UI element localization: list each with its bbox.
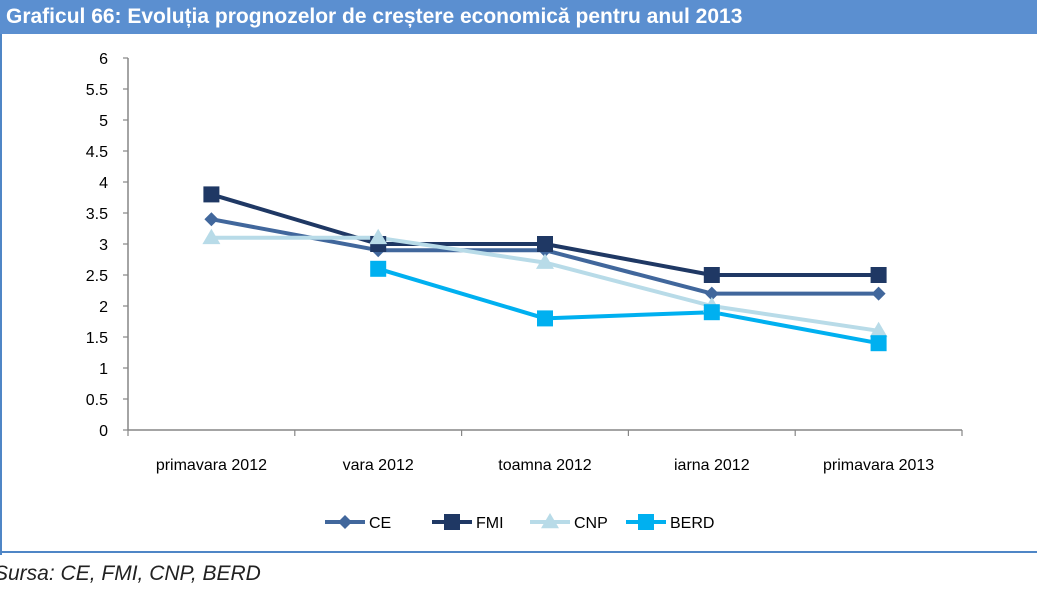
y-tick-label: 6 — [99, 51, 108, 68]
y-tick-label: 5.5 — [86, 82, 108, 99]
chart-title-bar: Graficul 66: Evoluția prognozelor de cre… — [0, 0, 1037, 34]
y-tick-label: 3.5 — [86, 206, 108, 223]
y-tick-label: 4.5 — [86, 144, 108, 161]
legend-label-berd: BERD — [670, 515, 714, 532]
data-point-fmi — [870, 267, 887, 283]
y-tick-label: 3 — [99, 237, 108, 254]
legend-marker-ce — [338, 515, 352, 529]
data-point-berd — [537, 310, 553, 327]
y-tick-label: 1 — [99, 361, 108, 378]
y-tick-label: 0 — [99, 423, 108, 440]
legend-label-cnp: CNP — [574, 515, 608, 532]
data-point-berd — [870, 335, 887, 352]
data-point-cnp — [202, 228, 221, 245]
bottom-rule — [0, 551, 1037, 553]
legend-label-fmi: FMI — [476, 515, 504, 532]
y-tick-label: 2 — [99, 299, 108, 316]
data-point-berd — [703, 304, 720, 321]
data-point-ce — [204, 212, 219, 227]
data-point-cnp — [536, 253, 554, 269]
chart-title: Graficul 66: Evoluția prognozelor de cre… — [6, 5, 743, 28]
legend-marker-fmi — [444, 514, 460, 530]
x-tick-label: iarna 2012 — [674, 457, 750, 474]
data-point-ce — [704, 286, 719, 301]
legend-label-ce: CE — [369, 515, 391, 532]
data-point-cnp — [369, 228, 388, 245]
data-point-berd — [370, 260, 387, 277]
y-tick-label: 1.5 — [86, 330, 108, 347]
line-chart: 0 0.5 1 1.5 2 2.5 3 3.5 4 4.5 5 5.5 6 primavara 2012 v… — [86, 51, 963, 532]
legend-marker-berd — [638, 514, 654, 530]
y-tick-label: 0.5 — [86, 392, 108, 409]
data-point-fmi — [537, 236, 553, 252]
y-tick-label: 5 — [99, 113, 108, 130]
data-point-fmi — [703, 267, 720, 283]
data-point-cnp — [869, 321, 888, 338]
y-tick-label: 4 — [99, 175, 108, 192]
data-point-ce — [871, 286, 886, 301]
y-tick-label: 2.5 — [86, 268, 108, 285]
legend-marker-cnp — [541, 513, 559, 529]
x-tick-label: primavara 2012 — [156, 457, 267, 474]
x-tick-label: primavara 2013 — [823, 457, 934, 474]
x-tick-label: toamna 2012 — [498, 457, 592, 474]
source-note: Sursa: CE, FMI, CNP, BERD — [0, 562, 261, 585]
x-tick-label: vara 2012 — [343, 457, 414, 474]
series-line-berd — [377, 266, 879, 346]
data-point-fmi — [203, 186, 220, 203]
chart-frame — [0, 0, 2, 555]
